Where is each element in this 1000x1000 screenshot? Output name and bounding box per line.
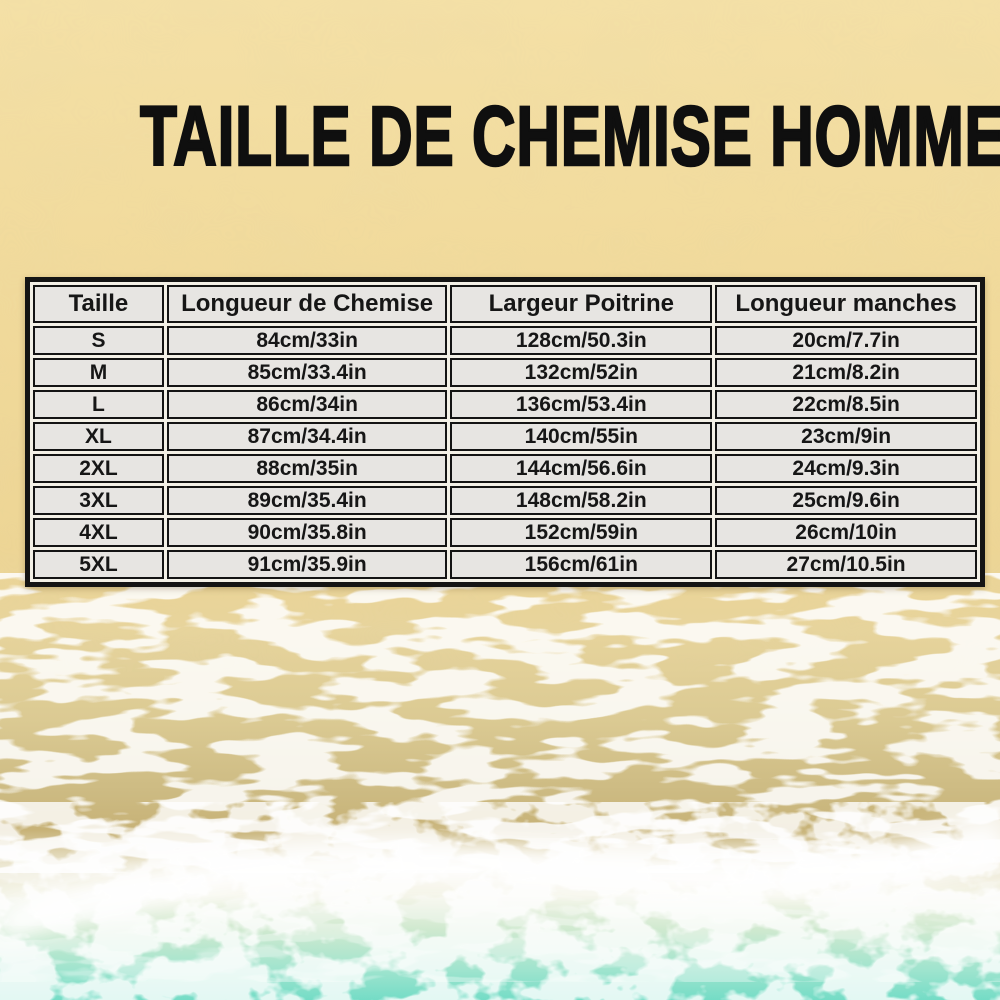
table-cell: 27cm/10.5in [715,550,977,579]
table-cell: 25cm/9.6in [715,486,977,515]
column-header-chest-width: Largeur Poitrine [450,285,713,323]
table-cell: M [33,358,164,387]
table-cell: 22cm/8.5in [715,390,977,419]
table-cell: 91cm/35.9in [166,550,448,579]
table-cell: 21cm/8.2in [715,358,977,387]
table-cell: L [33,390,164,419]
table-cell: 86cm/34in [166,390,448,419]
table-row-3xl: 3XL 89cm/35.4in 148cm/58.2in 25cm/9.6in [33,486,977,515]
table-cell: 140cm/55in [450,422,713,451]
table-cell: 89cm/35.4in [166,486,448,515]
table-row-l: L 86cm/34in 136cm/53.4in 22cm/8.5in [33,390,977,419]
table-cell: 152cm/59in [450,518,713,547]
table-cell: 90cm/35.8in [166,518,448,547]
table-cell: 2XL [33,454,164,483]
size-table: Taille Longueur de Chemise Largeur Poitr… [25,277,985,587]
table-cell: 3XL [33,486,164,515]
table-cell: 5XL [33,550,164,579]
table-cell: 87cm/34.4in [166,422,448,451]
table-row-4xl: 4XL 90cm/35.8in 152cm/59in 26cm/10in [33,518,977,547]
table-cell: 88cm/35in [166,454,448,483]
table-row-s: S 84cm/33in 128cm/50.3in 20cm/7.7in [33,326,977,355]
table-cell: 23cm/9in [715,422,977,451]
page-title: TAILLE DE CHEMISE HOMME [139,89,1000,183]
table-cell: 84cm/33in [166,326,448,355]
table-cell: XL [33,422,164,451]
column-header-size: Taille [33,285,164,323]
table-header-row: Taille Longueur de Chemise Largeur Poitr… [33,285,977,323]
table-cell: 4XL [33,518,164,547]
table-cell: 26cm/10in [715,518,977,547]
table-cell: 24cm/9.3in [715,454,977,483]
table-cell: 128cm/50.3in [450,326,713,355]
column-header-shirt-length: Longueur de Chemise [166,285,448,323]
table-cell: 85cm/33.4in [166,358,448,387]
table-row-xl: XL 87cm/34.4in 140cm/55in 23cm/9in [33,422,977,451]
table-cell: 156cm/61in [450,550,713,579]
table-cell: 136cm/53.4in [450,390,713,419]
table-row-5xl: 5XL 91cm/35.9in 156cm/61in 27cm/10.5in [33,550,977,579]
table-cell: 144cm/56.6in [450,454,713,483]
column-header-sleeve-length: Longueur manches [715,285,977,323]
table-cell: S [33,326,164,355]
table-cell: 20cm/7.7in [715,326,977,355]
table-row-m: M 85cm/33.4in 132cm/52in 21cm/8.2in [33,358,977,387]
table-cell: 148cm/58.2in [450,486,713,515]
table-cell: 132cm/52in [450,358,713,387]
table-row-2xl: 2XL 88cm/35in 144cm/56.6in 24cm/9.3in [33,454,977,483]
